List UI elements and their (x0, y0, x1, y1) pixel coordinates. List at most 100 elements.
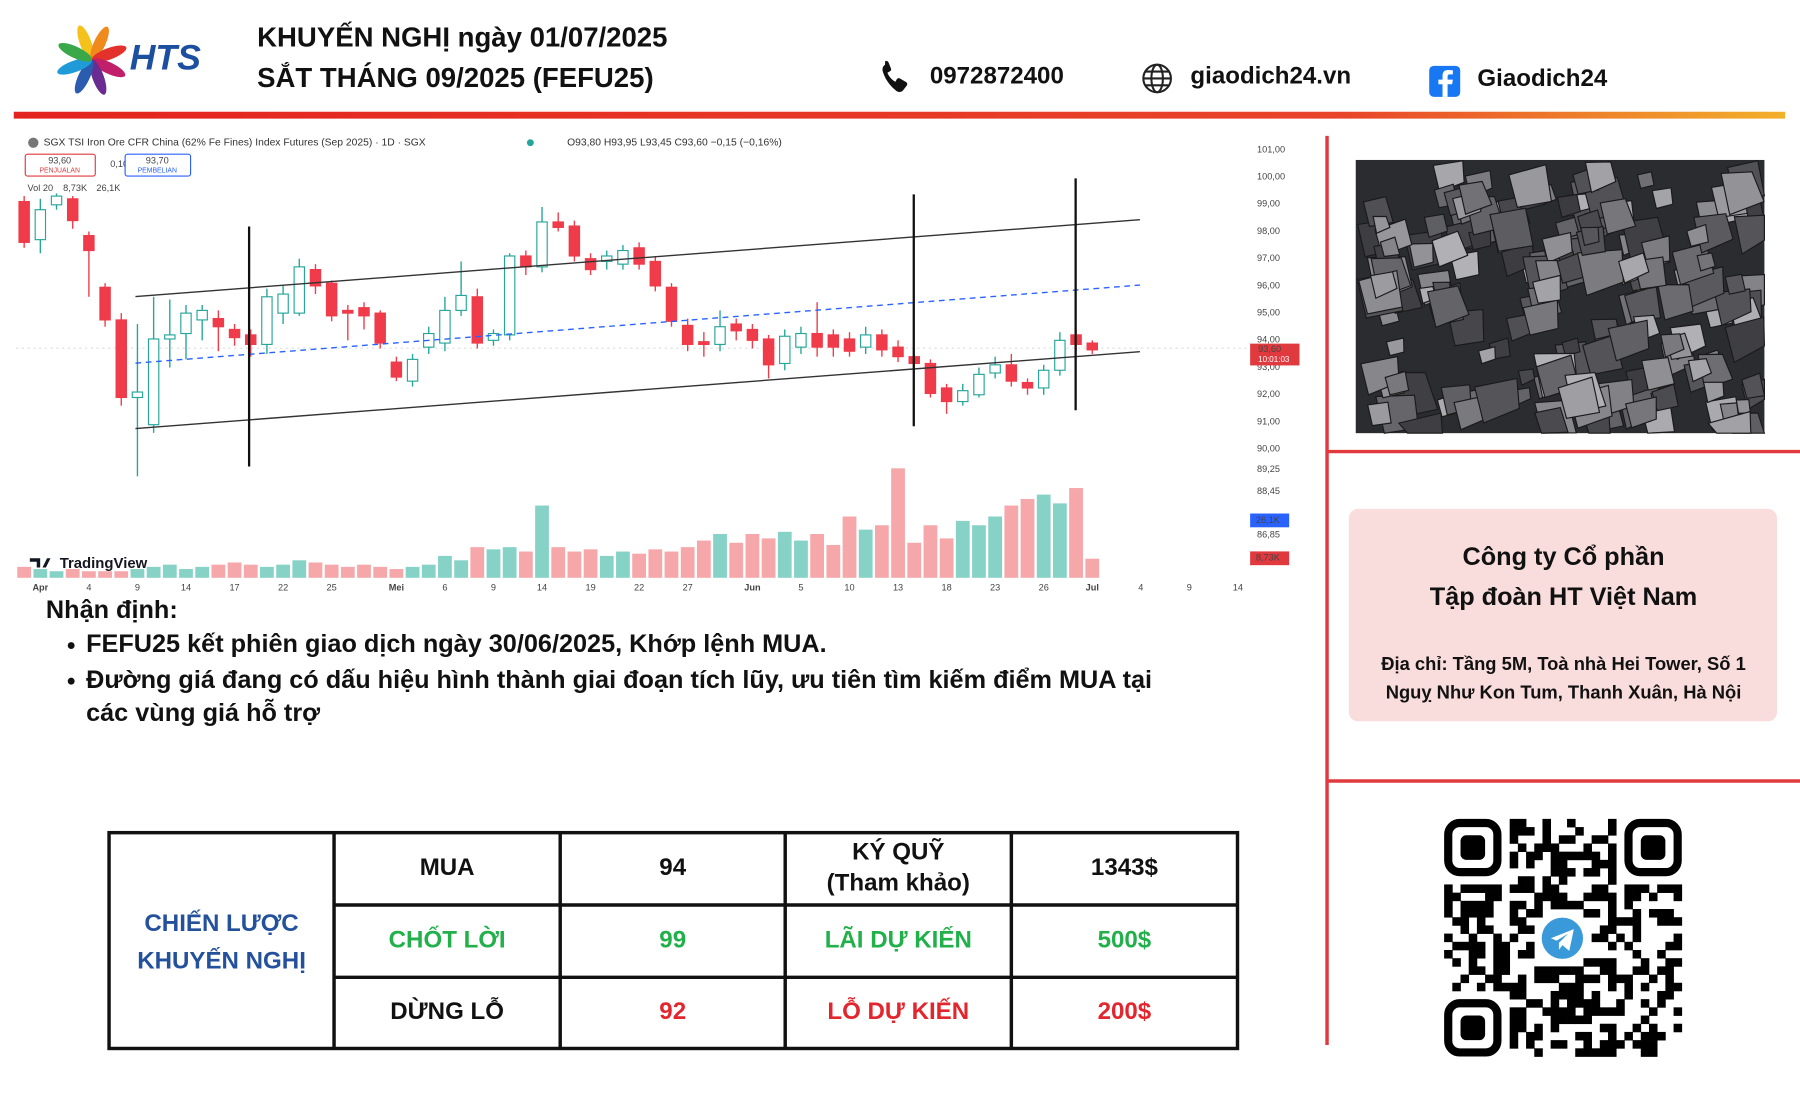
ore-piece (1607, 319, 1650, 362)
qr-module (1542, 974, 1551, 984)
qr-module (1608, 1031, 1617, 1041)
ore-piece (1696, 252, 1716, 272)
table-cell: MUA (420, 854, 475, 881)
analysis-text: Đường giá đang có dấu hiệu hình thành gi… (86, 666, 1152, 694)
qr-module (1599, 1040, 1609, 1049)
x-tick-label: 19 (585, 583, 595, 593)
qr-module (1558, 982, 1568, 992)
candle-body (536, 221, 548, 268)
bullet (67, 677, 75, 685)
qr-module (1624, 982, 1633, 992)
qr-module (1616, 1040, 1625, 1049)
volume-bar (874, 525, 889, 578)
volume-bar (810, 534, 825, 578)
candle-body (811, 332, 823, 348)
logo (57, 25, 127, 95)
candle-body (584, 258, 597, 271)
logo-petal (91, 58, 126, 78)
volume-bar (616, 551, 630, 578)
candle-body (892, 346, 904, 358)
buy-price: 93,70 (146, 156, 169, 166)
qr-module (1648, 1007, 1658, 1016)
candle-body (633, 247, 645, 265)
qr-module (1550, 990, 1560, 1000)
x-tick-label: 5 (798, 583, 803, 593)
qr-module (1550, 1023, 1560, 1033)
qr-module (1608, 982, 1617, 992)
volume-bar (486, 549, 501, 578)
qr-module (1673, 941, 1683, 951)
candle-body (859, 334, 872, 348)
ore-piece (1707, 410, 1752, 434)
volume-bar (551, 547, 566, 578)
volume-bar (276, 564, 290, 578)
ore-piece (1522, 299, 1559, 336)
qr-module (1591, 974, 1601, 984)
qr-module (1517, 900, 1527, 910)
table-cell: 500$ (1098, 926, 1152, 953)
y-tick-label: 90,00 (1257, 444, 1280, 454)
x-tick-label: 10 (844, 583, 854, 593)
qr-module (1608, 818, 1617, 828)
phone: 0972872400 (930, 63, 1064, 90)
qr-module (1517, 1015, 1527, 1025)
qr-module (1624, 990, 1633, 1000)
qr-module (1624, 900, 1633, 910)
candle-body (665, 286, 678, 322)
volume-bar (421, 564, 436, 578)
qr-module (1616, 933, 1625, 943)
volume-bar (842, 516, 857, 578)
qr-module (1509, 1040, 1519, 1049)
table-cell: CHỐT LỜI (389, 925, 506, 953)
y-tick-label: 94,00 (1257, 335, 1280, 345)
ore-piece (1423, 213, 1449, 239)
buy-label: PEMBELIAN (138, 168, 177, 175)
qr-module (1476, 900, 1486, 910)
ore-piece (1367, 401, 1392, 427)
table-label: KHUYẾN NGHỊ (137, 947, 306, 975)
qr-module (1468, 933, 1478, 943)
tv-logo (29, 558, 51, 568)
qr-module (1640, 958, 1650, 967)
qr-module (1509, 884, 1519, 893)
volume-bar (972, 525, 986, 578)
volume-bar (729, 542, 744, 578)
ore-piece (1733, 214, 1765, 255)
qr-module (1640, 982, 1650, 992)
qr-module (1452, 892, 1461, 902)
qr-module (1599, 1023, 1609, 1033)
qr-module (1476, 909, 1486, 918)
ore-piece (1686, 223, 1710, 247)
candle-body (131, 391, 144, 399)
ore-piece (1660, 333, 1685, 358)
volume-bar (777, 531, 792, 578)
ore-piece (1724, 316, 1765, 364)
qr-module (1558, 835, 1568, 844)
phone-icon (882, 60, 908, 92)
volume-label: Vol 20 (28, 183, 54, 193)
ore-piece (1474, 377, 1520, 424)
candle-body (617, 249, 629, 265)
qr-module (1632, 949, 1642, 959)
ore-piece (1408, 242, 1434, 269)
qr-module (1567, 851, 1576, 861)
qr-module (1460, 974, 1470, 984)
ore-piece (1557, 376, 1601, 419)
ore-piece (1531, 274, 1561, 304)
bullet (67, 642, 75, 649)
logo-petal (57, 58, 92, 75)
qr-module (1648, 1023, 1658, 1033)
qr-module (1509, 1023, 1519, 1033)
candle-body (698, 341, 710, 345)
y-tick-label: 101,00 (1257, 144, 1285, 154)
qr-module (1534, 843, 1543, 853)
qr-finder-core (1460, 1015, 1486, 1041)
qr-module (1485, 974, 1494, 984)
qr-module (1501, 958, 1511, 967)
volume-bar (794, 540, 808, 578)
qr-module (1509, 909, 1519, 918)
qr-module (1534, 966, 1543, 975)
spread: 0,10 (110, 159, 128, 169)
qr-module (1624, 917, 1633, 926)
